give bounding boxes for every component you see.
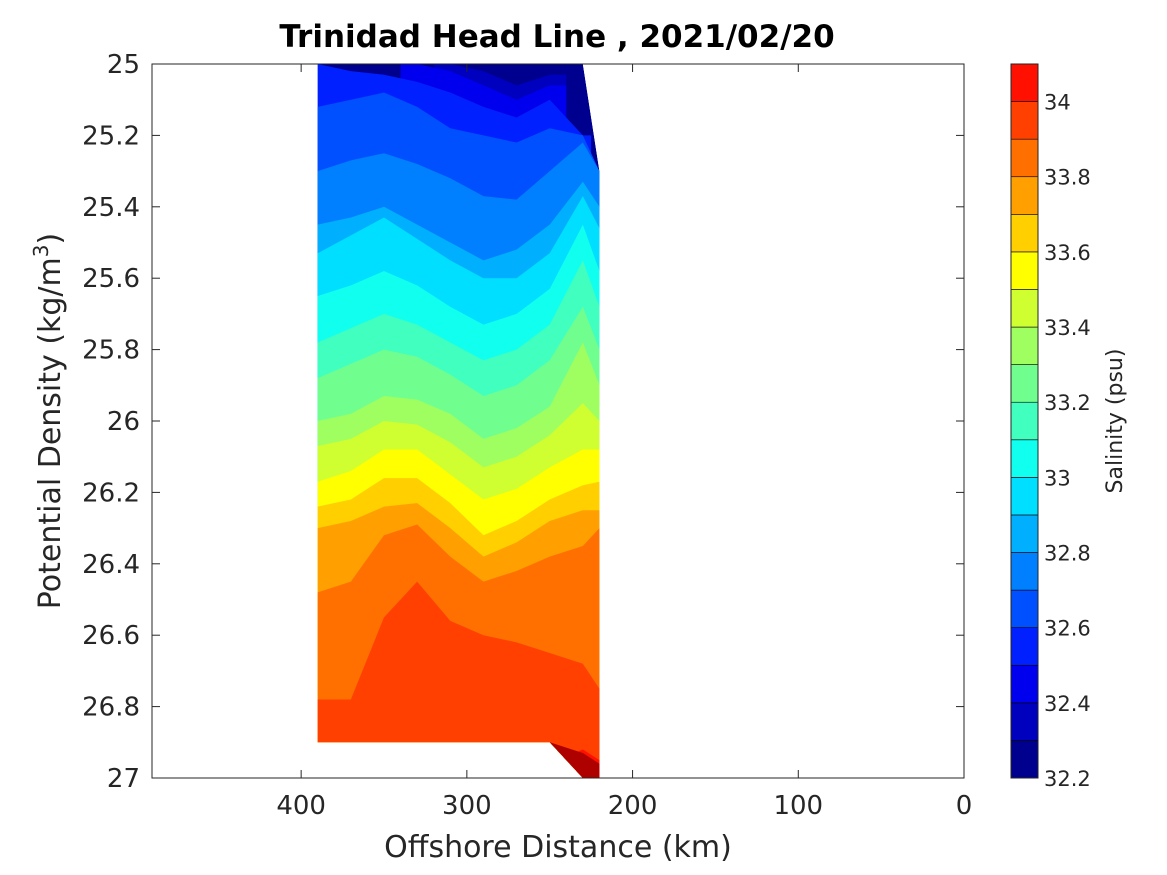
colorbar-swatch [1010,63,1039,102]
y-tick-label: 25.6 [82,264,140,294]
colorbar-tick-label: 32.2 [1044,767,1091,791]
contour-band-33.9 [317,581,600,778]
y-tick-label: 25.2 [82,121,140,151]
colorbar-swatch [1010,326,1039,365]
colorbar-tick-label: 33.2 [1044,391,1091,415]
colorbar-swatch [1010,664,1039,704]
colorbar-tick-label: 33.4 [1044,316,1091,340]
colorbar-swatch [1010,364,1039,403]
colorbar-swatch [1010,514,1039,553]
x-tick-label: 100 [773,791,823,821]
colorbar-frame [1010,63,1039,779]
contour-layer [317,64,600,778]
colorbar-tick-label: 33.8 [1044,166,1091,190]
colorbar-tick-label: 32.8 [1044,542,1091,566]
x-tick-label: 0 [956,791,973,821]
y-tick-label: 26.8 [82,693,140,723]
y-tick-label: 26.6 [82,621,140,651]
y-tick-label: 26.2 [82,478,140,508]
colorbar-swatch [1010,439,1039,478]
colorbar-swatch [1010,702,1039,741]
colorbar-swatch [1010,552,1039,591]
x-tick-label: 300 [442,791,492,821]
colorbar-swatch [1010,477,1039,516]
colorbar-label: Salinity (psu) [1103,349,1128,494]
x-axis: 400 300 200 100 0 [276,64,972,821]
y-tick-label: 26 [107,407,140,437]
plot-area [151,63,965,779]
x-tick-label: 400 [276,791,326,821]
y-axis-label: Potential Density (kg/m3) [29,233,68,609]
colorbar-swatch [1010,627,1039,666]
colorbar-swatch [1010,176,1039,215]
y-axis-label-superscript: 3 [29,244,53,257]
colorbar-swatch [1010,401,1039,441]
colorbar: 32.2 32.4 32.6 32.8 33 33.2 33.4 33.6 33.8 34 [1010,63,1091,791]
colorbar-tick-label: 33 [1044,466,1071,490]
y-tick-label: 25 [107,50,140,80]
contour-fills [317,64,600,778]
x-tick-label: 200 [608,791,658,821]
y-tick-label: 26.4 [82,550,140,580]
y-axis: 25 25.2 25.4 25.6 25.8 26 26.2 26.4 26.6 26.8 27 [82,50,964,794]
colorbar-tick-label: 32.4 [1044,692,1091,716]
y-tick-label: 25.4 [82,193,140,223]
colorbar-swatch [1010,289,1039,328]
colorbar-tick-label: 32.6 [1044,617,1091,641]
colorbar-swatch [1010,101,1039,140]
colorbar-tick-label: 34 [1044,91,1071,115]
colorbar-swatch [1010,251,1039,290]
colorbar-swatch [1010,214,1039,253]
chart-title: Trinidad Head Line , 2021/02/20 [279,19,834,55]
colorbar-tick-label: 33.6 [1044,241,1091,265]
y-tick-label: 27 [107,764,140,794]
colorbar-swatch [1010,589,1039,628]
y-tick-label: 25.8 [82,336,140,366]
y-axis-label-main: Potential Density (kg/m [33,257,68,609]
colorbar-swatch [1010,138,1039,178]
x-axis-label: Offshore Distance (km) [384,830,732,865]
y-axis-label-close: ) [33,233,68,245]
colorbar-swatch [1010,740,1039,779]
